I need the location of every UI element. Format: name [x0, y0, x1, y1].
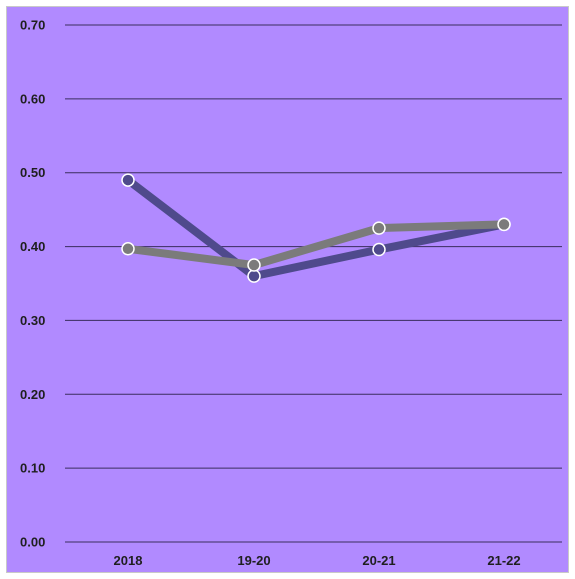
x-tick-label: 2018: [114, 553, 143, 568]
y-tick-label: 0.70: [20, 18, 45, 33]
series-2: [121, 217, 511, 272]
x-tick-label: 19-20: [237, 553, 270, 568]
x-axis-ticks: 2018 19-20 20-21 21-22: [114, 553, 521, 568]
y-tick-label: 0.10: [20, 461, 45, 476]
x-tick-label: 20-21: [362, 553, 395, 568]
data-point: [121, 173, 135, 187]
y-tick-label: 0.50: [20, 165, 45, 180]
series-line: [124, 176, 508, 281]
y-tick-label: 0.00: [20, 535, 45, 550]
x-tick-label: 21-22: [487, 553, 520, 568]
y-tick-label: 0.30: [20, 313, 45, 328]
y-tick-label: 0.20: [20, 387, 45, 402]
grid: [65, 24, 562, 543]
y-axis-ticks: 0.00 0.10 0.20 0.30 0.40 0.50 0.60 0.70: [20, 18, 45, 550]
line-chart: 0.00 0.10 0.20 0.30 0.40 0.50 0.60 0.70 2018 19-…: [20, 18, 562, 568]
chart-frame: 0.00 0.10 0.20 0.30 0.40 0.50 0.60 0.70 2018 19-…: [6, 6, 569, 573]
data-point: [372, 242, 386, 257]
series-1: [121, 173, 511, 283]
series: [121, 173, 511, 283]
data-point: [372, 221, 386, 235]
y-tick-label: 0.60: [20, 91, 45, 106]
data-point: [121, 242, 135, 256]
data-point: [497, 217, 511, 232]
data-point: [247, 269, 261, 283]
series-line: [124, 220, 508, 270]
data-point: [247, 258, 261, 272]
y-tick-label: 0.40: [20, 239, 45, 254]
